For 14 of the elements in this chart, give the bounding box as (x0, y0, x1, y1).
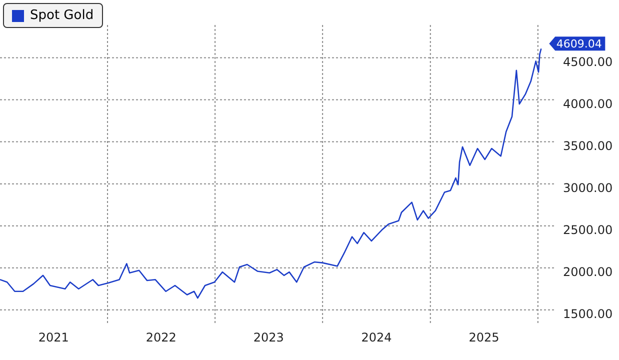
x-tick-label: 2025 (468, 330, 500, 345)
data-label: 4609.04 (556, 38, 602, 51)
y-tick-label: 2000.00 (563, 265, 613, 280)
x-tick-label: 2023 (253, 330, 284, 345)
x-tick-label: 2021 (38, 330, 69, 345)
y-tick-label: 2500.00 (563, 223, 613, 238)
y-tick-label: 3500.00 (563, 139, 613, 154)
y-tick-label: 1500.00 (563, 307, 613, 322)
y-tick-label: 4500.00 (563, 55, 613, 70)
x-tick-label: 2022 (146, 330, 176, 345)
y-tick-label: 3000.00 (563, 181, 613, 196)
legend-label: Spot Gold (30, 8, 94, 23)
y-tick-label: 4000.00 (563, 97, 613, 112)
x-tick-label: 2024 (361, 330, 392, 345)
